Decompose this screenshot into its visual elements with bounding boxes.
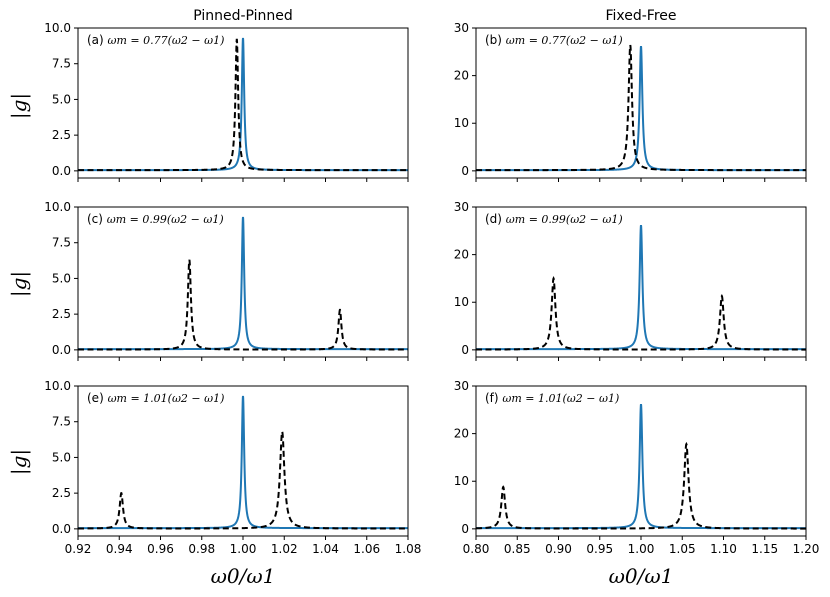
- x-tick-label-e: 1.06: [353, 542, 380, 556]
- x-tick-label-e: 1.08: [395, 542, 422, 556]
- y-tick-label-f: 10: [454, 474, 469, 488]
- panel-letter-b: (b): [485, 33, 506, 47]
- series-line-modulated-d: [476, 276, 806, 351]
- panel-letter-f: (f): [485, 391, 502, 405]
- x-tick-label-f: 0.90: [545, 542, 572, 556]
- x-tick-label-f: 1.00: [628, 542, 655, 556]
- y-tick-label-a: 2.5: [52, 128, 71, 142]
- panel-formula-a: ωm = 0.77(ω2 − ω1): [108, 34, 225, 47]
- x-tick-label-e: 1.04: [312, 542, 339, 556]
- panel-label-b: (b) ωm = 0.77(ω2 − ω1): [485, 33, 623, 47]
- y-tick-label-c: 10.0: [44, 200, 71, 214]
- panel-c: 0.0 2.5 5.0 7.5 10.0 (c) ωm = 0.99(ω2 − ω1): [44, 200, 409, 361]
- y-tick-label-d: 10: [454, 295, 469, 309]
- panel-b: 0 10 20 30 (b) ωm = 0.77(ω2 − ω1): [454, 21, 807, 182]
- y-tick-label-a: 5.0: [52, 92, 71, 106]
- panels: 0.0 2.5 5.0 7.5 10.0 (a) ωm = 0.77(ω2 − ω1) 0 1…: [44, 21, 819, 556]
- panel-a: 0.0 2.5 5.0 7.5 10.0 (a) ωm = 0.77(ω2 − ω1): [44, 21, 409, 182]
- y-tick-label-b: 20: [454, 69, 469, 83]
- x-tick-label-e: 0.94: [106, 542, 133, 556]
- panel-letter-c: (c): [87, 212, 107, 226]
- series-line-modulated-b: [476, 44, 806, 172]
- y-axis-label-row-2: |g|: [7, 271, 32, 297]
- y-tick-label-a: 0.0: [52, 164, 71, 178]
- y-tick-label-a: 7.5: [52, 57, 71, 71]
- y-axis-label-row-3: |g|: [7, 449, 32, 475]
- y-tick-label-d: 30: [454, 200, 469, 214]
- panel-formula-b: ωm = 0.77(ω2 − ω1): [506, 34, 623, 47]
- y-tick-label-f: 0: [461, 522, 469, 536]
- x-axis-label-left: ω0/ω1: [211, 564, 276, 588]
- panel-label-f: (f) ωm = 1.01(ω2 − ω1): [485, 391, 619, 405]
- x-axis-label-right: ω0/ω1: [609, 564, 674, 588]
- y-tick-label-c: 0.0: [52, 343, 71, 357]
- series-line-modulated-f: [476, 441, 806, 530]
- y-tick-label-e: 2.5: [52, 486, 71, 500]
- series-line-unmodulated-c: [78, 216, 408, 351]
- panel-label-a: (a) ωm = 0.77(ω2 − ω1): [87, 33, 224, 47]
- series-line-unmodulated-e: [78, 395, 408, 530]
- series-line-modulated-c: [78, 259, 408, 351]
- y-tick-label-b: 10: [454, 116, 469, 130]
- x-tick-label-f: 0.95: [586, 542, 613, 556]
- y-tick-label-e: 0.0: [52, 522, 71, 536]
- panel-label-d: (d) ωm = 0.99(ω2 − ω1): [485, 212, 623, 226]
- y-tick-label-f: 20: [454, 427, 469, 441]
- y-tick-label-b: 0: [461, 164, 469, 178]
- y-tick-label-c: 5.0: [52, 271, 71, 285]
- panel-label-c: (c) ωm = 0.99(ω2 − ω1): [87, 212, 224, 226]
- x-tick-label-f: 1.10: [710, 542, 737, 556]
- x-tick-label-e: 1.02: [271, 542, 298, 556]
- x-tick-label-e: 0.98: [188, 542, 215, 556]
- series-line-unmodulated-d: [476, 224, 806, 351]
- panel-letter-a: (a): [87, 33, 108, 47]
- y-tick-label-c: 2.5: [52, 307, 71, 321]
- x-tick-label-f: 1.15: [751, 542, 778, 556]
- panel-letter-d: (d): [485, 212, 506, 226]
- series-line-unmodulated-b: [476, 45, 806, 172]
- panel-letter-e: (e): [87, 391, 108, 405]
- panel-f: 0.80 0.85 0.90 0.95 1.00 1.05 1.10 1.15 1.20 0 10 2…: [454, 379, 820, 556]
- series-line-modulated-e: [78, 430, 408, 530]
- column-title-fixed-free: Fixed-Free: [605, 8, 676, 24]
- y-tick-label-a: 10.0: [44, 21, 71, 35]
- y-tick-label-f: 30: [454, 379, 469, 393]
- y-tick-label-e: 7.5: [52, 415, 71, 429]
- y-tick-label-d: 20: [454, 248, 469, 262]
- panel-e: 0.92 0.94 0.96 0.98 1.00 1.02 1.04 1.06 1.08 0.0 2…: [44, 379, 421, 556]
- series-line-unmodulated-a: [78, 37, 408, 172]
- y-axis-label-row-1: |g|: [7, 93, 32, 119]
- panel-formula-e: ωm = 1.01(ω2 − ω1): [108, 392, 225, 405]
- x-tick-label-f: 1.20: [793, 542, 820, 556]
- x-tick-label-f: 0.80: [463, 542, 490, 556]
- panel-label-e: (e) ωm = 1.01(ω2 − ω1): [87, 391, 224, 405]
- series-line-unmodulated-f: [476, 403, 806, 530]
- panel-formula-d: ωm = 0.99(ω2 − ω1): [506, 213, 623, 226]
- x-tick-label-e: 1.00: [230, 542, 257, 556]
- panel-formula-f: ωm = 1.01(ω2 − ω1): [502, 392, 619, 405]
- y-tick-label-e: 10.0: [44, 379, 71, 393]
- x-tick-label-e: 0.96: [147, 542, 174, 556]
- column-title-pinned-pinned: Pinned-Pinned: [193, 8, 293, 24]
- panel-d: 0 10 20 30 (d) ωm = 0.99(ω2 − ω1): [454, 200, 807, 361]
- x-tick-label-f: 0.85: [504, 542, 531, 556]
- y-tick-label-b: 30: [454, 21, 469, 35]
- y-tick-label-c: 7.5: [52, 236, 71, 250]
- y-tick-label-d: 0: [461, 343, 469, 357]
- x-tick-label-f: 1.05: [669, 542, 696, 556]
- panel-formula-c: ωm = 0.99(ω2 − ω1): [107, 213, 224, 226]
- series-line-modulated-a: [78, 38, 408, 172]
- y-tick-label-e: 5.0: [52, 450, 71, 464]
- x-tick-label-e: 0.92: [65, 542, 92, 556]
